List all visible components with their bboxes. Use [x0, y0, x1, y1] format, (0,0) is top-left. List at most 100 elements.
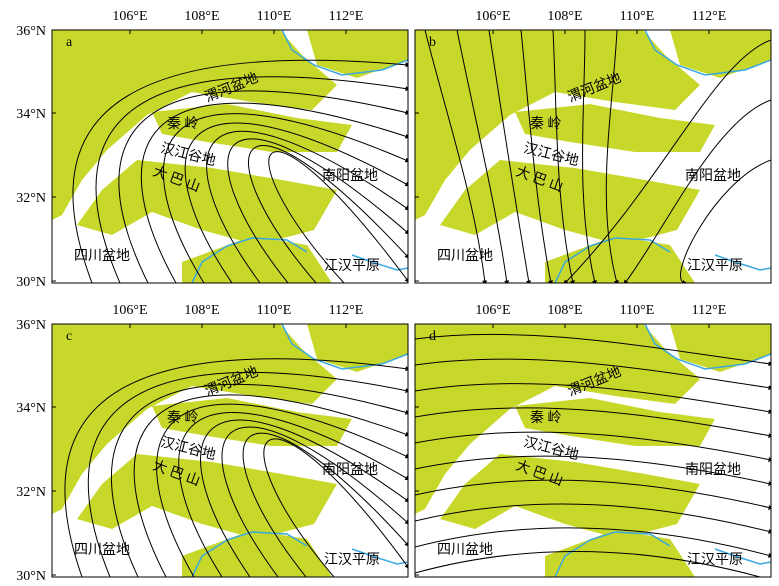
- lon-label: 106°E: [475, 303, 510, 318]
- high-terrain: [415, 324, 700, 514]
- streamline: [227, 138, 408, 283]
- streamline: [140, 102, 408, 283]
- place-name: 江汉平原: [687, 552, 743, 568]
- streamline: [163, 113, 408, 283]
- streamline: [221, 426, 408, 577]
- lat-label: 30°N: [16, 275, 46, 290]
- high-terrain: [152, 398, 352, 446]
- panel-label: a: [66, 35, 73, 50]
- streamline: [552, 30, 575, 283]
- streamline: [118, 90, 408, 283]
- place-name: 秦 岭: [167, 410, 199, 426]
- high-terrain: [152, 104, 352, 152]
- streamline: [263, 438, 408, 577]
- river: [714, 254, 771, 271]
- panel-frame: [51, 323, 409, 578]
- high-terrain: [440, 454, 700, 539]
- streamline: [95, 76, 408, 283]
- streamline: [424, 30, 488, 283]
- streamline: [206, 131, 408, 283]
- streamline: [563, 39, 771, 283]
- river: [191, 531, 308, 577]
- streamline: [520, 30, 553, 283]
- place-name: 南阳盆地: [685, 462, 741, 478]
- panel: a渭河盆地秦 岭汉江谷地大 巴 山南阳盆地四川盆地江汉平原106°E 108°E 1…: [16, 9, 409, 290]
- lon-label: 112°E: [692, 9, 727, 24]
- high-terrain: [515, 104, 715, 152]
- streamline: [133, 394, 408, 577]
- streamline: [415, 333, 771, 367]
- river: [644, 30, 771, 76]
- streamline: [156, 403, 408, 577]
- place-name: 四川盆地: [74, 248, 130, 264]
- streamline: [680, 159, 771, 283]
- place-name: 南阳盆地: [322, 168, 378, 184]
- streamline: [178, 412, 408, 577]
- streamline: [605, 30, 619, 283]
- panel-frame: [414, 323, 772, 578]
- panel: b渭河盆地秦 岭汉江谷地大 巴 山南阳盆地四川盆地江汉平原106°E 108°E 1…: [414, 9, 772, 284]
- panel: c渭河盆地秦 岭汉江谷地大 巴 山南阳盆地四川盆地江汉平原106°E 108°E 1…: [16, 303, 409, 584]
- streamline: [415, 479, 771, 510]
- river: [351, 254, 408, 271]
- river: [281, 324, 408, 370]
- high-terrain: [545, 236, 695, 283]
- streamline: [456, 30, 510, 283]
- high-terrain: [670, 324, 771, 372]
- lon-label: 110°E: [257, 303, 292, 318]
- high-terrain: [440, 160, 700, 245]
- high-terrain: [182, 530, 332, 577]
- streamline: [72, 59, 408, 283]
- lon-label: 108°E: [547, 303, 582, 318]
- lat-label: 36°N: [16, 24, 46, 39]
- streamline: [200, 419, 408, 577]
- lat-label: 32°N: [16, 485, 46, 500]
- panel-content: [52, 30, 408, 283]
- high-terrain: [307, 324, 408, 372]
- place-name: 四川盆地: [437, 248, 493, 264]
- high-terrain: [307, 30, 408, 78]
- river: [351, 548, 408, 565]
- lon-label: 106°E: [112, 303, 147, 318]
- streamline: [415, 407, 771, 439]
- streamline: [247, 145, 408, 283]
- high-terrain: [182, 236, 332, 283]
- panel-content: [415, 324, 771, 577]
- lon-label: 108°E: [547, 9, 582, 24]
- river: [644, 324, 771, 370]
- high-terrain: [52, 30, 337, 220]
- panel-frame: [51, 29, 409, 284]
- river: [281, 30, 408, 76]
- lon-label: 110°E: [620, 9, 655, 24]
- streamline: [415, 455, 771, 486]
- river: [554, 237, 671, 283]
- streamline: [415, 550, 771, 577]
- river: [191, 237, 308, 283]
- streamline: [268, 151, 408, 283]
- high-terrain: [670, 30, 771, 78]
- lon-label: 106°E: [475, 9, 510, 24]
- streamline: [184, 122, 408, 283]
- panel-label: b: [429, 35, 436, 50]
- streamline: [415, 383, 771, 415]
- streamline: [623, 99, 771, 283]
- lat-label: 30°N: [16, 569, 46, 581]
- place-name: 秦 岭: [530, 410, 562, 426]
- lon-label: 106°E: [112, 9, 147, 24]
- place-name: 江汉平原: [687, 258, 743, 274]
- high-terrain: [545, 530, 695, 577]
- place-name: 四川盆地: [437, 542, 493, 558]
- place-name: 四川盆地: [74, 542, 130, 558]
- river: [554, 531, 671, 577]
- lon-label: 110°E: [257, 9, 292, 24]
- panel-label: d: [429, 329, 436, 344]
- river: [714, 548, 771, 565]
- place-name: 江汉平原: [324, 552, 380, 568]
- lat-label: 36°N: [16, 318, 46, 333]
- lon-label: 112°E: [692, 303, 727, 318]
- lon-label: 112°E: [329, 9, 364, 24]
- streamline: [415, 527, 771, 558]
- place-name: 南阳盆地: [322, 462, 378, 478]
- lon-label: 110°E: [620, 303, 655, 318]
- place-name: 南阳盆地: [685, 168, 741, 184]
